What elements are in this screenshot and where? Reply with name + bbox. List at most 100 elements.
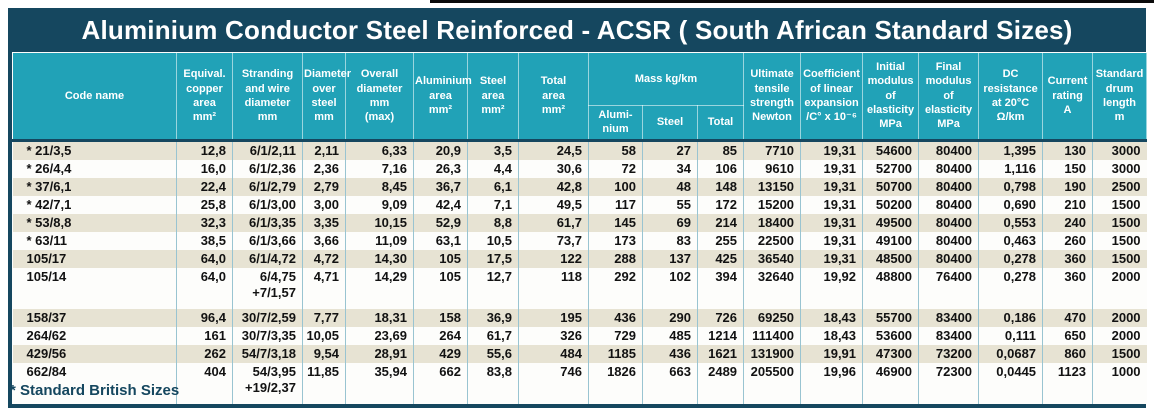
header-aluminium-area: Aluminium area mm² [413, 52, 472, 141]
value-cell: 19,31 [800, 249, 863, 268]
value-cell: 50700 [862, 177, 919, 196]
value-cell: 729 [588, 326, 643, 345]
header-ultimate-tensile-strength: Ultimate tensile strength Newton [743, 52, 802, 141]
value-cell: 54/3,95 +19/2,37 [232, 362, 303, 404]
value-cell: 30/7/2,59 [232, 308, 303, 327]
value-cell: 3,00 [302, 195, 346, 214]
value-cell: 52700 [862, 159, 919, 178]
value-cell: 3000 [1092, 159, 1147, 178]
value-cell: 1500 [1092, 195, 1147, 214]
value-cell: 96,4 [176, 308, 233, 327]
value-cell: 20,9 [413, 140, 468, 160]
value-cell: 73200 [918, 344, 979, 363]
value-cell: 80400 [918, 177, 979, 196]
value-cell: 210 [1042, 195, 1093, 214]
value-cell: 102 [642, 267, 698, 309]
value-cell: 9,54 [302, 344, 346, 363]
value-cell: 73,7 [518, 231, 589, 250]
value-cell: 0,463 [978, 231, 1043, 250]
header-stranding-wire-diameter: Stranding and wire diameter mm [232, 52, 303, 141]
table-row: * 53/8,8 32,3 6/1/3,35 3,35 10,15 52,9 8,8 61,7… [12, 213, 1147, 232]
value-cell: 130 [1042, 140, 1093, 160]
value-cell: 1500 [1092, 231, 1147, 250]
value-cell: 288 [588, 249, 643, 268]
table-header: Code name Equival. copper area mm² Stran… [12, 52, 1148, 141]
value-cell: 19,31 [800, 231, 863, 250]
table-row: 105/17 64,0 6/1/4,72 4,72 14,30 105 17,5 122 288… [12, 249, 1147, 268]
value-cell: 6/1/3,66 [232, 231, 303, 250]
value-cell: 18,31 [345, 308, 414, 327]
code-cell: 429/56 [26, 345, 67, 361]
header-mass-group: Mass kg/km [587, 52, 745, 106]
value-cell: 76400 [918, 267, 979, 309]
value-cell: 18,43 [800, 308, 863, 327]
value-cell: 19,31 [800, 213, 863, 232]
value-cell: 0,111 [978, 326, 1043, 345]
value-cell: 6/1/3,00 [232, 195, 303, 214]
value-cell: 0,278 [978, 249, 1043, 268]
code-cell: 264/62 [26, 327, 67, 343]
value-cell: 28,91 [345, 344, 414, 363]
value-cell: 2489 [696, 362, 744, 404]
value-cell: 360 [1042, 267, 1093, 309]
value-cell: 292 [588, 267, 643, 309]
value-cell: 42,4 [413, 195, 468, 214]
value-cell: 1500 [1092, 344, 1147, 363]
value-cell: 2000 [1092, 326, 1147, 345]
value-cell: 11,85 [302, 362, 346, 404]
header-code-name: Code name [12, 52, 177, 141]
value-cell: 484 [518, 344, 589, 363]
value-cell: 214 [696, 213, 744, 232]
value-cell: 429 [413, 344, 468, 363]
value-cell: 25,8 [176, 195, 233, 214]
value-cell: 485 [642, 326, 698, 345]
value-cell: 83400 [918, 308, 979, 327]
value-cell: 72300 [918, 362, 979, 404]
value-cell: 7,77 [302, 308, 346, 327]
value-cell: 16,0 [176, 159, 233, 178]
value-cell: 264 [413, 326, 468, 345]
value-cell: 404 [176, 362, 233, 404]
table-row: * 21/3,5 12,8 6/1/2,11 2,11 6,33 20,9 3,5 24,5 5… [12, 140, 1147, 160]
value-cell: 290 [642, 308, 698, 327]
value-cell: 3000 [1092, 140, 1147, 160]
value-cell: 9,09 [345, 195, 414, 214]
value-cell: 260 [1042, 231, 1093, 250]
table-row: 429/56 262 54/7/3,18 9,54 28,91 429 55,6 484 118… [12, 344, 1147, 363]
value-cell: 38,5 [176, 231, 233, 250]
value-cell: 10,15 [345, 213, 414, 232]
value-cell: 48 [642, 177, 698, 196]
value-cell: 650 [1042, 326, 1093, 345]
value-cell: 49,5 [518, 195, 589, 214]
value-cell: 61,7 [518, 213, 589, 232]
value-cell: 262 [176, 344, 233, 363]
value-cell: 8,8 [467, 213, 519, 232]
value-cell: 7710 [743, 140, 801, 160]
table-body: * 21/3,5 12,8 6/1/2,11 2,11 6,33 20,9 3,5 24,5 5… [12, 140, 1147, 404]
value-cell: 172 [696, 195, 744, 214]
value-cell: 14,29 [345, 267, 414, 309]
table-title: Aluminium Conductor Steel Reinforced - A… [8, 8, 1146, 52]
value-cell: 7,1 [467, 195, 519, 214]
value-cell: 10,5 [467, 231, 519, 250]
header-diameter-over-steel: Diameter over steel mm [302, 52, 351, 141]
header-initial-modulus: Initial modulus of elasticity MPa [862, 52, 920, 141]
value-cell: 55700 [862, 308, 919, 327]
value-cell: 158 [413, 308, 468, 327]
value-cell: 58 [588, 140, 643, 160]
value-cell: 9610 [743, 159, 801, 178]
value-cell: 36,7 [413, 177, 468, 196]
value-cell: 118 [518, 267, 589, 309]
value-cell: 23,69 [345, 326, 414, 345]
value-cell: 80400 [918, 231, 979, 250]
value-cell: 6/1/2,36 [232, 159, 303, 178]
value-cell: 2,11 [302, 140, 346, 160]
value-cell: 14,30 [345, 249, 414, 268]
header-mass-steel: Steel [642, 105, 698, 141]
value-cell: 48500 [862, 249, 919, 268]
value-cell: 80400 [918, 213, 979, 232]
value-cell: 48800 [862, 267, 919, 309]
value-cell: 0,0687 [978, 344, 1043, 363]
header-equiv-copper-area: Equival. copper area mm² [176, 52, 233, 141]
value-cell: 61,7 [467, 326, 519, 345]
